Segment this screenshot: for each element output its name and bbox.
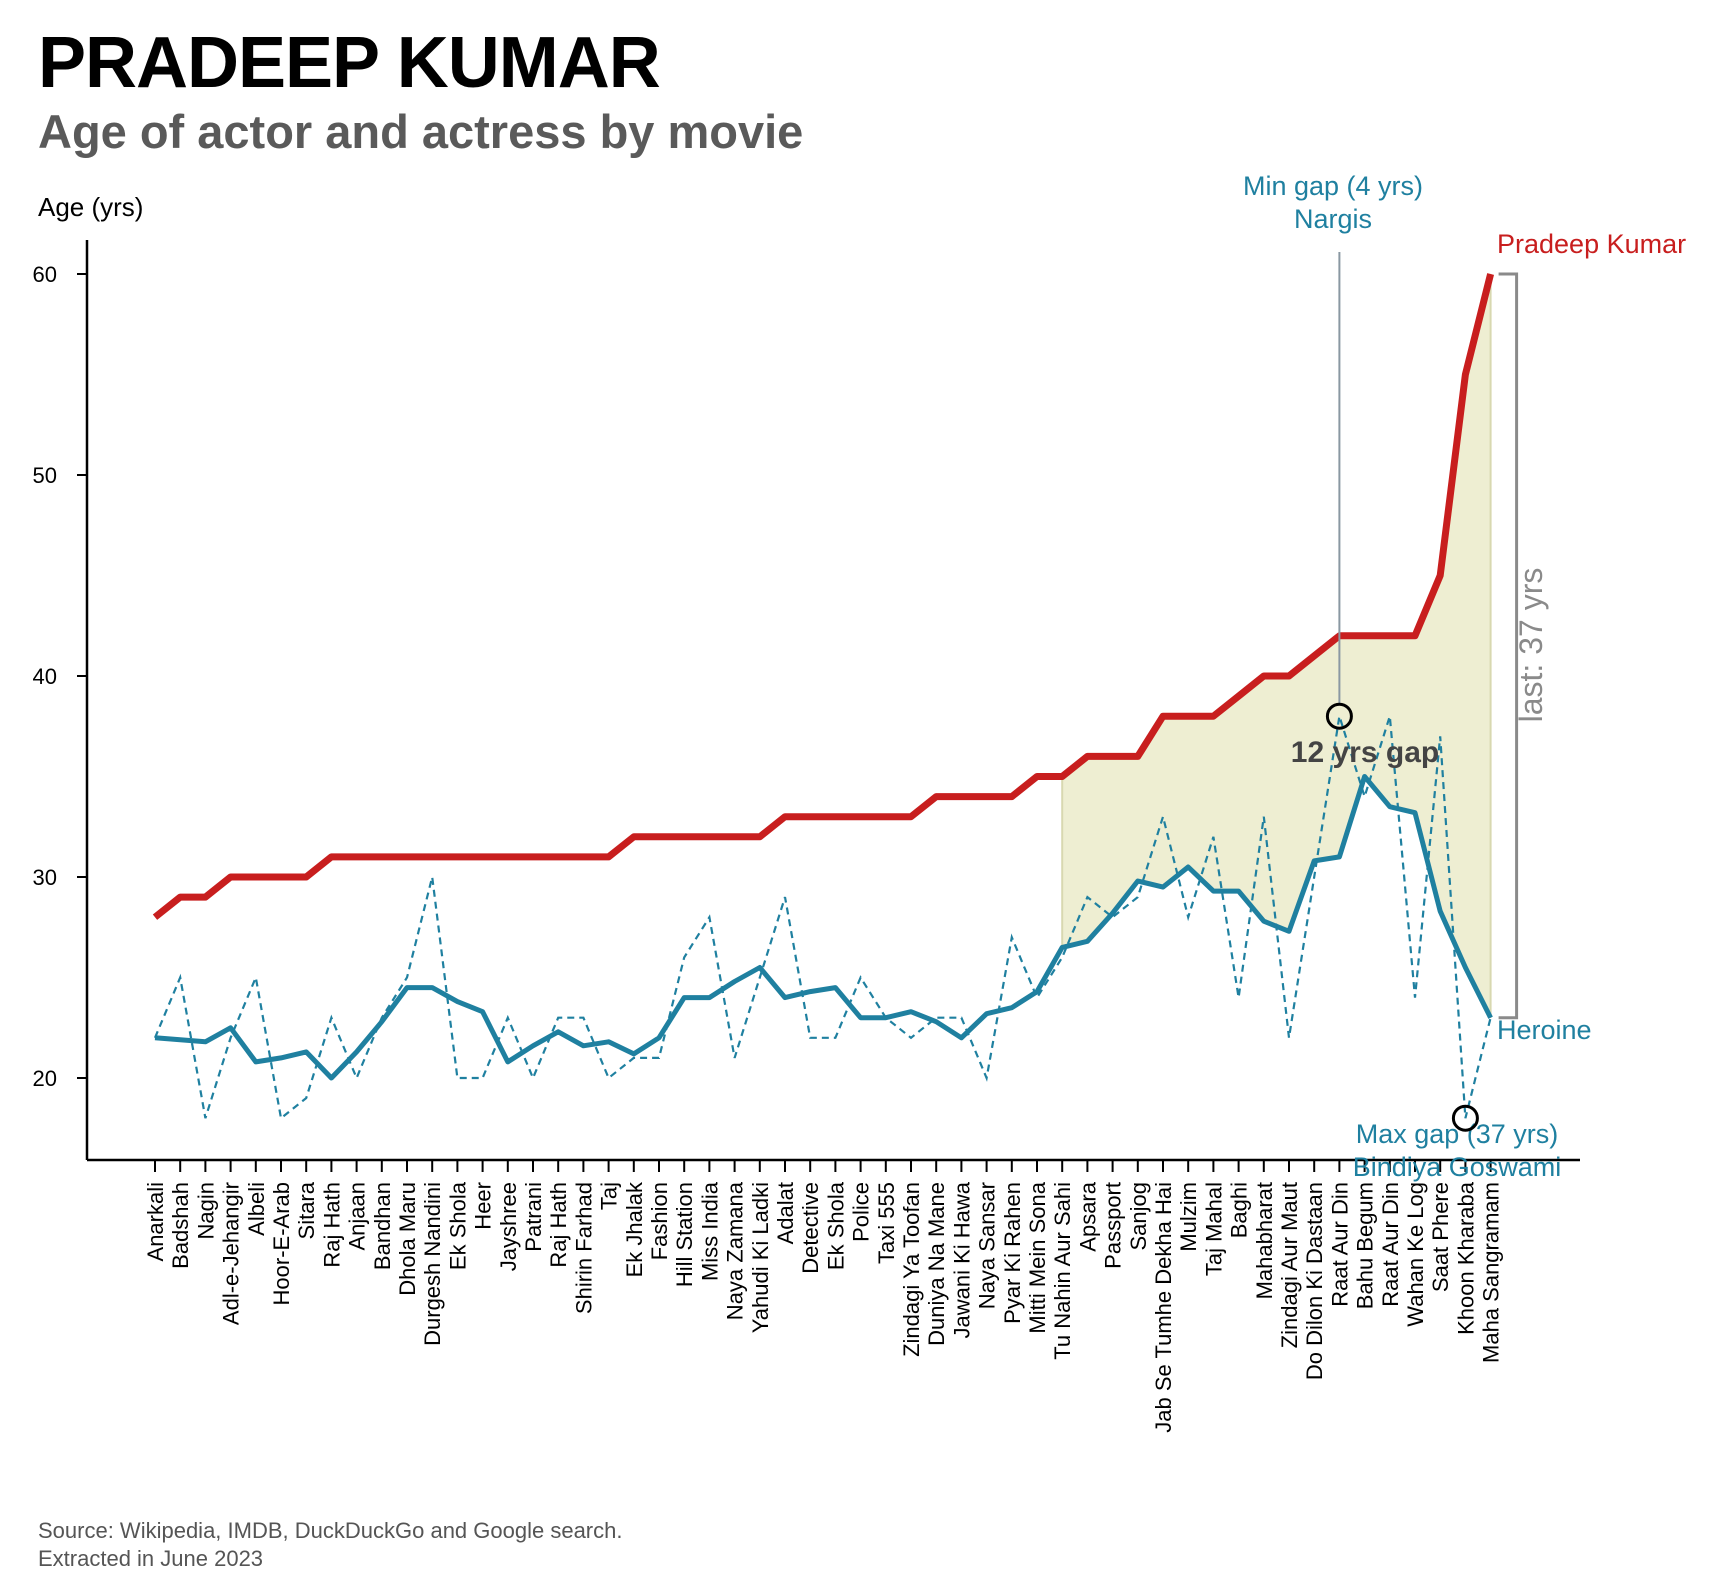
x-tick-label: Police <box>849 1182 874 1242</box>
y-axis-label: Age (yrs) <box>38 192 143 222</box>
x-tick-label: Ek Shola <box>823 1181 848 1270</box>
last-gap-label: last: 37 yrs <box>1513 568 1549 723</box>
actor-series-label: Pradeep Kumar <box>1497 229 1686 259</box>
x-tick-label: Heer <box>471 1182 496 1230</box>
x-tick-label: Pyar Ki Rahen <box>1000 1182 1025 1324</box>
x-tick-label: Detective <box>798 1182 823 1274</box>
x-tick-label: Taxi 555 <box>874 1182 899 1264</box>
x-tick-label: Duniya Na Mane <box>924 1182 949 1346</box>
x-tick-label: Durgesh Nandini <box>420 1182 445 1346</box>
x-tick-label: Jab Se Tumhe Dekha Hai <box>1151 1182 1176 1433</box>
x-tick-label: Do Dilon Ki Dastaan <box>1302 1182 1327 1380</box>
x-tick-label: Shirin Farhad <box>571 1182 596 1314</box>
x-tick-label: Anjaan <box>345 1182 370 1251</box>
x-tick-label: Raat Aur Din <box>1378 1182 1403 1307</box>
actor-age-line <box>152 273 1494 920</box>
series-lines <box>152 273 1494 1121</box>
x-tick-label: Fashion <box>647 1182 672 1260</box>
x-tick-label: Khoon Kharaba <box>1453 1181 1478 1335</box>
x-tick-label: Naya Sansar <box>975 1182 1000 1309</box>
max-gap-marker <box>1451 1104 1479 1132</box>
x-tick-label: Tu Nahin Aur Sahi <box>1050 1182 1075 1360</box>
x-tick-label: Taj <box>597 1182 622 1210</box>
y-tick-label: 60 <box>33 262 57 287</box>
max-gap-label-line1: Max gap (37 yrs) <box>1356 1119 1559 1149</box>
x-tick-label: Anarkali <box>143 1182 168 1261</box>
min-gap-label-line1: Min gap (4 yrs) <box>1243 171 1423 201</box>
x-tick-label: Hoor-E-Arab <box>269 1182 294 1305</box>
x-tick-label: Zindagi Aur Maut <box>1277 1182 1302 1348</box>
y-tick-label: 50 <box>33 463 57 488</box>
source-note: Source: Wikipedia, IMDB, DuckDuckGo and … <box>38 1517 622 1573</box>
x-tick-label: Yahudi Ki Ladki <box>748 1182 773 1333</box>
x-tick-label: Wahan Ke Log <box>1403 1182 1428 1327</box>
x-tick-label: Passport <box>1101 1182 1126 1269</box>
max-gap-label-line2: Bindiya Goswami <box>1353 1152 1562 1182</box>
x-tick-label: Hill Station <box>672 1182 697 1287</box>
x-tick-label: Apsara <box>1075 1181 1100 1251</box>
x-tick-label: Mitti Mein Sona <box>1025 1181 1050 1333</box>
annotations: Min gap (4 yrs) Nargis Pradeep Kumar Her… <box>1243 171 1686 1182</box>
x-tick-label: Maha Sangramam <box>1479 1182 1504 1363</box>
x-tick-label: Sitara <box>294 1181 319 1239</box>
x-tick-label: Nagin <box>193 1182 218 1239</box>
source-line: Source: Wikipedia, IMDB, DuckDuckGo and … <box>38 1518 623 1543</box>
last-gap-bracket <box>1498 272 1519 1020</box>
min-gap-label-line2: Nargis <box>1294 204 1372 234</box>
x-tick-label: Miss India <box>697 1181 722 1281</box>
x-tick-label: Mahabharat <box>1252 1182 1277 1299</box>
y-tick-label: 40 <box>33 664 57 689</box>
x-tick-label: Saat Phere <box>1428 1182 1453 1292</box>
x-tick-label: Taj Mahal <box>1201 1182 1226 1276</box>
chart-title: PRADEEP KUMAR <box>38 23 661 103</box>
gap-label: 12 yrs gap <box>1291 736 1439 769</box>
x-tick-label: Bahu Begum <box>1353 1182 1378 1309</box>
x-tick-label: Zindagi Ya Toofan <box>899 1182 924 1357</box>
x-tick-label: Jayshree <box>496 1182 521 1271</box>
heroine-series-label: Heroine <box>1497 1015 1592 1045</box>
x-tick-label: Sanjog <box>1126 1182 1151 1251</box>
x-tick-label: Ek Jhalak <box>622 1181 647 1277</box>
x-tick-label: Patrani <box>521 1182 546 1252</box>
x-tick-label: Adl-e-Jehangir <box>219 1182 244 1325</box>
x-tick-label: Badshah <box>168 1182 193 1269</box>
x-tick-label: Raj Hath <box>319 1182 344 1268</box>
x-tick-label: Albeli <box>244 1182 269 1236</box>
x-tick-label: Baghi <box>1227 1182 1252 1238</box>
x-tick-label: Raj Hath <box>546 1182 571 1268</box>
x-tick-label: Mulzim <box>1176 1182 1201 1252</box>
x-tick-label: Bandhan <box>370 1182 395 1270</box>
axes: Age (yrs) 20 30 40 50 60 Anarkali Badshah Nagin… <box>33 192 1580 1433</box>
min-gap-marker <box>1325 702 1353 730</box>
x-tick-label: Jawani Ki Hawa <box>949 1181 974 1338</box>
y-tick-label: 20 <box>33 1066 57 1091</box>
chart-subtitle: Age of actor and actress by movie <box>38 105 804 158</box>
x-tick-label: Raat Aur Din <box>1327 1182 1352 1307</box>
x-tick-label: Dhola Maru <box>395 1182 420 1296</box>
extracted-date-line: Extracted in June 2023 <box>38 1546 264 1571</box>
x-tick-label: Naya Zamana <box>723 1181 748 1320</box>
heroine-age-line <box>154 774 1493 1081</box>
y-tick-label: 30 <box>33 865 57 890</box>
x-tick-label: Ek Shola <box>445 1181 470 1270</box>
x-tick-label: Adalat <box>773 1182 798 1244</box>
